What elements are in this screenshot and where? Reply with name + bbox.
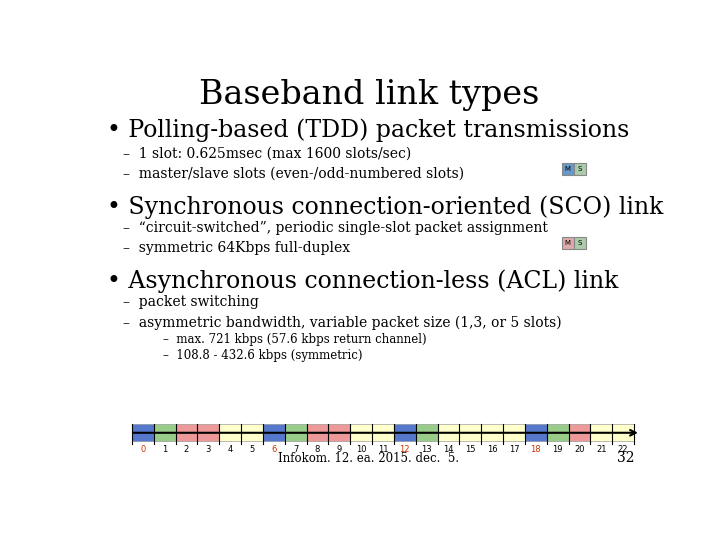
Text: –  “circuit-switched”, periodic single-slot packet assignment: – “circuit-switched”, periodic single-sl… <box>124 221 549 235</box>
Text: 4: 4 <box>228 446 233 454</box>
Bar <box>503 424 525 441</box>
Bar <box>284 424 307 441</box>
Text: 5: 5 <box>249 446 255 454</box>
Bar <box>459 424 481 441</box>
Text: M: M <box>564 166 571 172</box>
Bar <box>562 237 574 249</box>
Text: –  108.8 - 432.6 kbps (symmetric): – 108.8 - 432.6 kbps (symmetric) <box>163 349 362 362</box>
Text: 7: 7 <box>293 446 298 454</box>
Bar <box>328 424 350 441</box>
Bar <box>525 424 546 441</box>
Bar <box>415 424 438 441</box>
Text: • Synchronous connection-oriented (SCO) link: • Synchronous connection-oriented (SCO) … <box>107 195 663 219</box>
Bar <box>574 237 586 249</box>
Text: 13: 13 <box>421 446 432 454</box>
Text: 18: 18 <box>531 446 541 454</box>
Bar <box>481 424 503 441</box>
Text: Infokom. 12. ea. 2015. dec.  5.: Infokom. 12. ea. 2015. dec. 5. <box>279 452 459 465</box>
Text: 15: 15 <box>465 446 475 454</box>
Bar <box>132 424 153 441</box>
Text: –  master/slave slots (even-/odd-numbered slots): – master/slave slots (even-/odd-numbered… <box>124 167 464 181</box>
Bar <box>263 424 284 441</box>
Bar <box>569 424 590 441</box>
Bar <box>219 424 241 441</box>
Text: 32: 32 <box>616 451 634 465</box>
Text: • Asynchronous connection-less (ACL) link: • Asynchronous connection-less (ACL) lin… <box>107 269 618 293</box>
Text: 19: 19 <box>552 446 563 454</box>
Bar <box>438 424 459 441</box>
Text: 2: 2 <box>184 446 189 454</box>
Text: • Polling-based (TDD) packet transmissions: • Polling-based (TDD) packet transmissio… <box>107 119 629 143</box>
Bar <box>394 424 415 441</box>
Text: 10: 10 <box>356 446 366 454</box>
Text: 14: 14 <box>444 446 454 454</box>
Text: –  max. 721 kbps (57.6 kbps return channel): – max. 721 kbps (57.6 kbps return channe… <box>163 333 426 346</box>
Bar <box>350 424 372 441</box>
Text: 8: 8 <box>315 446 320 454</box>
Bar <box>612 424 634 441</box>
Bar <box>241 424 263 441</box>
Text: 0: 0 <box>140 446 145 454</box>
Text: 6: 6 <box>271 446 276 454</box>
Bar <box>197 424 219 441</box>
Bar <box>590 424 612 441</box>
Text: S: S <box>577 240 582 246</box>
Text: 12: 12 <box>400 446 410 454</box>
Text: Baseband link types: Baseband link types <box>199 79 539 111</box>
Bar <box>372 424 394 441</box>
Text: 9: 9 <box>337 446 342 454</box>
Text: –  1 slot: 0.625msec (max 1600 slots/sec): – 1 slot: 0.625msec (max 1600 slots/sec) <box>124 147 412 161</box>
Bar <box>562 163 574 175</box>
Text: 16: 16 <box>487 446 498 454</box>
Text: 17: 17 <box>508 446 519 454</box>
Text: 20: 20 <box>575 446 585 454</box>
Text: 1: 1 <box>162 446 167 454</box>
Bar <box>574 163 586 175</box>
Text: 11: 11 <box>378 446 388 454</box>
Bar <box>176 424 197 441</box>
Text: 3: 3 <box>206 446 211 454</box>
Text: –  asymmetric bandwidth, variable packet size (1,3, or 5 slots): – asymmetric bandwidth, variable packet … <box>124 315 562 329</box>
Bar <box>153 424 176 441</box>
Text: 22: 22 <box>618 446 629 454</box>
Text: –  symmetric 64Kbps full-duplex: – symmetric 64Kbps full-duplex <box>124 241 351 255</box>
Text: 21: 21 <box>596 446 606 454</box>
Text: –  packet switching: – packet switching <box>124 295 259 309</box>
Bar <box>307 424 328 441</box>
Text: M: M <box>564 240 571 246</box>
Text: S: S <box>577 166 582 172</box>
Bar <box>546 424 569 441</box>
